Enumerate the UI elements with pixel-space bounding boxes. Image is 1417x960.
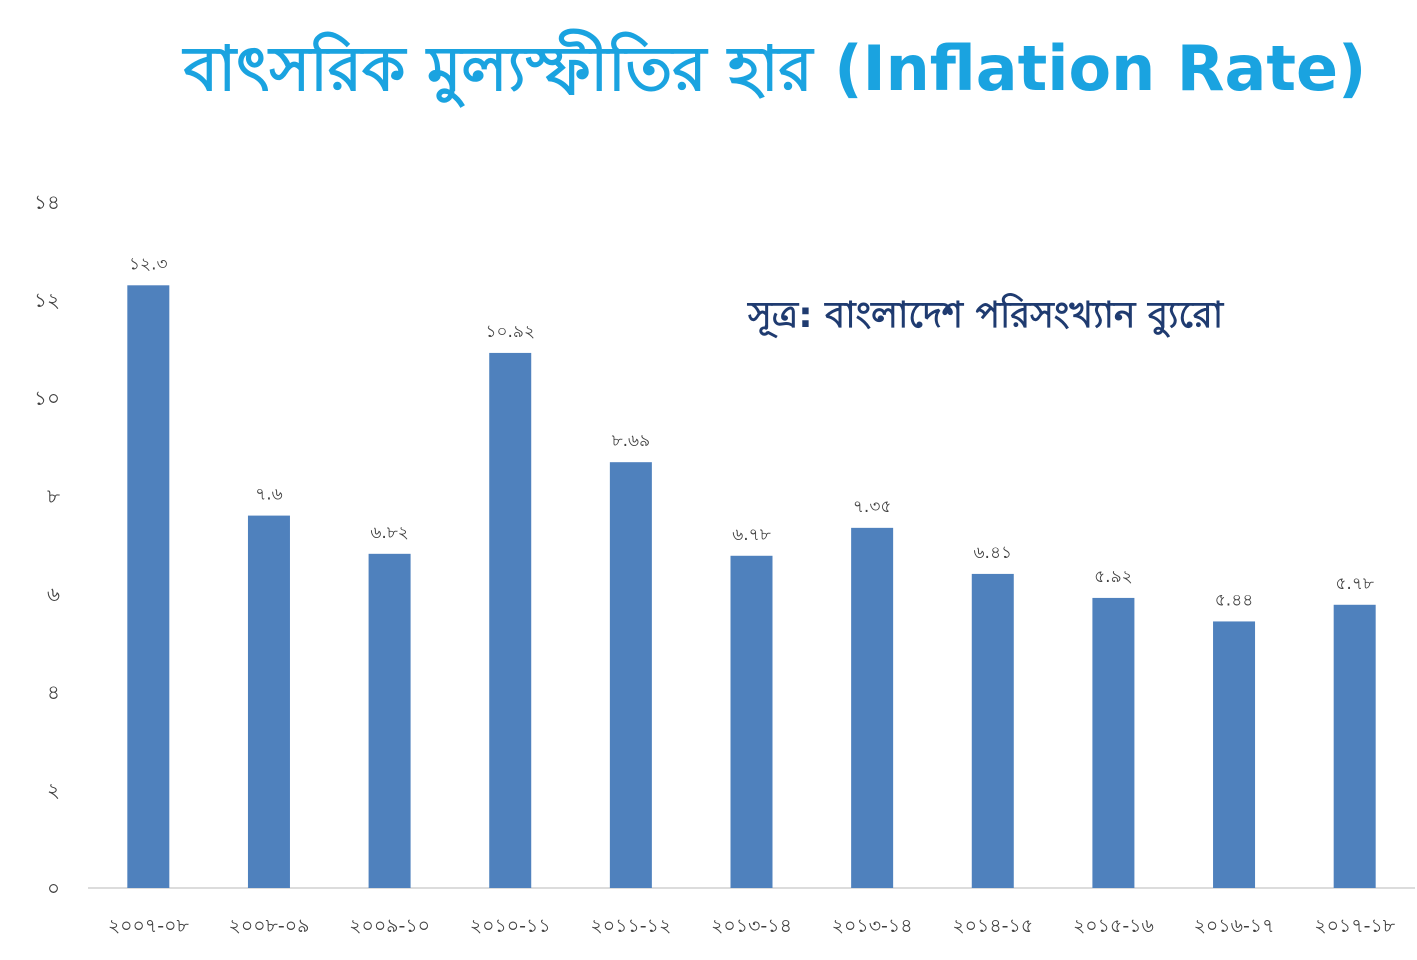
bar (368, 553, 411, 888)
bar (1092, 597, 1135, 888)
data-label: ৬.৮২ (370, 523, 409, 543)
bar (1333, 604, 1376, 888)
y-axis-ticks: ০ ২ ৪ ৬ ৮ ১০ ১২ ১৪ (34, 190, 60, 900)
x-tick-label: ২০০৭-০৮ (108, 915, 190, 937)
x-tick-label: ২০০৯-১০ (349, 915, 430, 937)
y-tick-label: ৪ (47, 680, 60, 704)
chart-title: বাৎসরিক মুল্যস্ফীতির হার (Inflation Rate… (183, 32, 1367, 105)
data-label: ১০.৯২ (485, 322, 535, 342)
bar (609, 462, 652, 888)
data-label: ৬.৭৮ (732, 525, 771, 545)
y-tick-label: ২ (47, 778, 60, 802)
y-tick-label: ৮ (47, 484, 60, 508)
y-tick-label: ১০ (34, 386, 60, 410)
x-tick-label: ২০০৮-০৯ (228, 915, 309, 937)
bar (971, 573, 1014, 888)
data-labels-group: ১২.৩ ৭.৬ ৬.৮২ ১০.৯২ ৮.৬৯ ৬.৭৮ ৭.৩৫ ৬.৪১ ৫.৯২ ৫.৪৪… (129, 254, 1374, 610)
x-tick-label: ২০১৭-১৮ (1314, 915, 1396, 937)
x-tick-label: ২০১৪-১৫ (952, 915, 1033, 937)
x-tick-label: ২০১৫-১৬ (1073, 915, 1154, 937)
data-label: ৭.৬ (255, 485, 283, 505)
bar (730, 555, 773, 888)
data-label: ৭.৩৫ (853, 497, 892, 517)
bars-group (127, 285, 1376, 888)
x-tick-label: ২০১১-১২ (590, 915, 671, 937)
bar (489, 352, 532, 888)
bar (1213, 621, 1256, 888)
x-axis-ticks: ২০০৭-০৮ ২০০৮-০৯ ২০০৯-১০ ২০১০-১১ ২০১১-১২ ২০১৩-… (108, 915, 1396, 937)
data-label: ৫.৭৮ (1335, 574, 1374, 594)
x-tick-label: ২০১৩-১৪ (832, 915, 913, 937)
y-tick-label: ৬ (47, 582, 60, 606)
data-label: ৫.৯২ (1094, 567, 1133, 587)
bar (851, 527, 894, 888)
source-note: সূত্র: বাংলাদেশ পরিসংখ্যান ব্যুরো (748, 295, 1224, 336)
y-tick-label: ১২ (34, 288, 60, 312)
x-tick-label: ২০১৩-১৪ (711, 915, 792, 937)
data-label: ৬.৪১ (974, 543, 1013, 563)
x-tick-label: ২০১০-১১ (470, 915, 551, 937)
bar (247, 515, 290, 888)
data-label: ১২.৩ (129, 254, 168, 274)
x-tick-label: ২০১৬-১৭ (1194, 915, 1275, 937)
bar (127, 285, 170, 888)
y-tick-label: ০ (47, 876, 60, 900)
data-label: ৮.৬৯ (612, 431, 651, 451)
data-label: ৫.৪৪ (1215, 590, 1254, 610)
y-tick-label: ১৪ (34, 190, 60, 214)
